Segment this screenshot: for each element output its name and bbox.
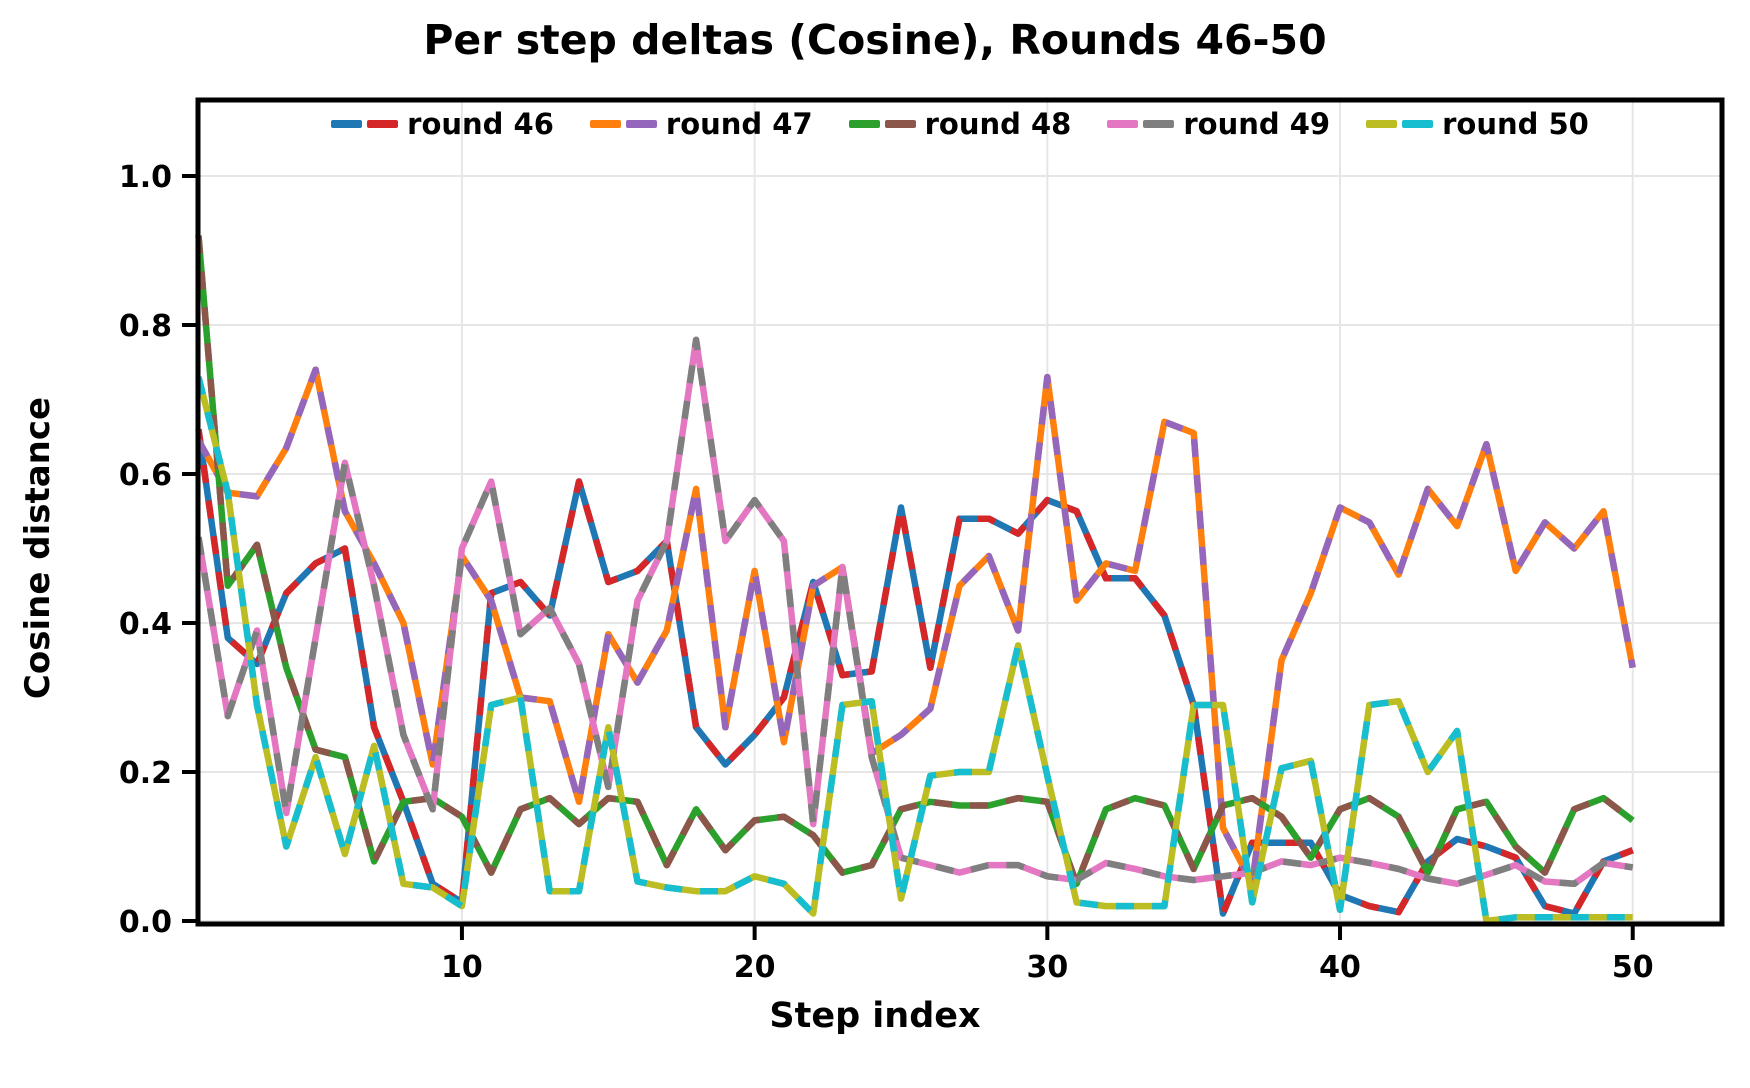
series-line-round-47: [195, 366, 1636, 888]
legend-entry-round-50: round 50: [1366, 106, 1589, 141]
x-tick-label: 50: [1612, 950, 1654, 985]
gridlines: [198, 100, 1722, 924]
legend-entry-round-48: round 48: [848, 106, 1072, 141]
y-axis-label: Cosine distance: [18, 396, 58, 700]
legend-label: round 49: [1183, 106, 1331, 141]
legend-entry-round-49: round 49: [1107, 106, 1331, 141]
y-tick-label: 0.8: [119, 309, 172, 344]
axes-frame: [195, 97, 1725, 927]
legend-dash-icon: [367, 120, 399, 128]
x-axis-label: Step index: [769, 996, 981, 1036]
tick-labels: 10 20 30 40 50 0.0 0.2 0.4 0.6 0.8 1.0: [119, 160, 1654, 985]
tick-marks: [182, 174, 1635, 940]
legend-label: round 50: [1442, 106, 1589, 141]
x-tick-label: 30: [1026, 950, 1068, 985]
x-tick-label: 20: [734, 950, 776, 985]
legend-dash-icon: [1143, 120, 1175, 128]
legend-dash-icon: [1107, 120, 1139, 128]
legend-dash-icon: [884, 120, 916, 128]
y-tick-label: 1.0: [119, 160, 172, 195]
y-tick-label: 0.4: [119, 607, 172, 642]
chart-title: Per step deltas (Cosine), Rounds 46-50: [423, 16, 1327, 64]
x-tick-label: 40: [1319, 950, 1361, 985]
legend-label: round 48: [924, 106, 1072, 141]
legend-dash-icon: [1366, 120, 1398, 128]
y-tick-label: 0.0: [119, 905, 172, 940]
legend-dash-icon: [331, 120, 363, 128]
legend: round 46 round 47 round 48 round 49 round 50: [198, 103, 1722, 145]
legend-dash-icon: [589, 120, 621, 128]
legend-entry-round-47: round 47: [589, 106, 813, 141]
series-line-round-50: [195, 376, 1633, 925]
legend-dash-icon: [848, 120, 880, 128]
legend-label: round 46: [407, 106, 554, 141]
legend-entry-round-46: round 46: [331, 106, 554, 141]
x-tick-label: 10: [441, 950, 483, 985]
legend-label: round 47: [665, 106, 813, 141]
series-line-round-48: [195, 235, 1635, 888]
y-tick-label: 0.2: [119, 756, 172, 791]
legend-dash-icon: [625, 120, 657, 128]
series-line-round-49: [195, 336, 1634, 888]
legend-dash-icon: [1402, 120, 1434, 128]
y-tick-label: 0.6: [119, 458, 172, 493]
